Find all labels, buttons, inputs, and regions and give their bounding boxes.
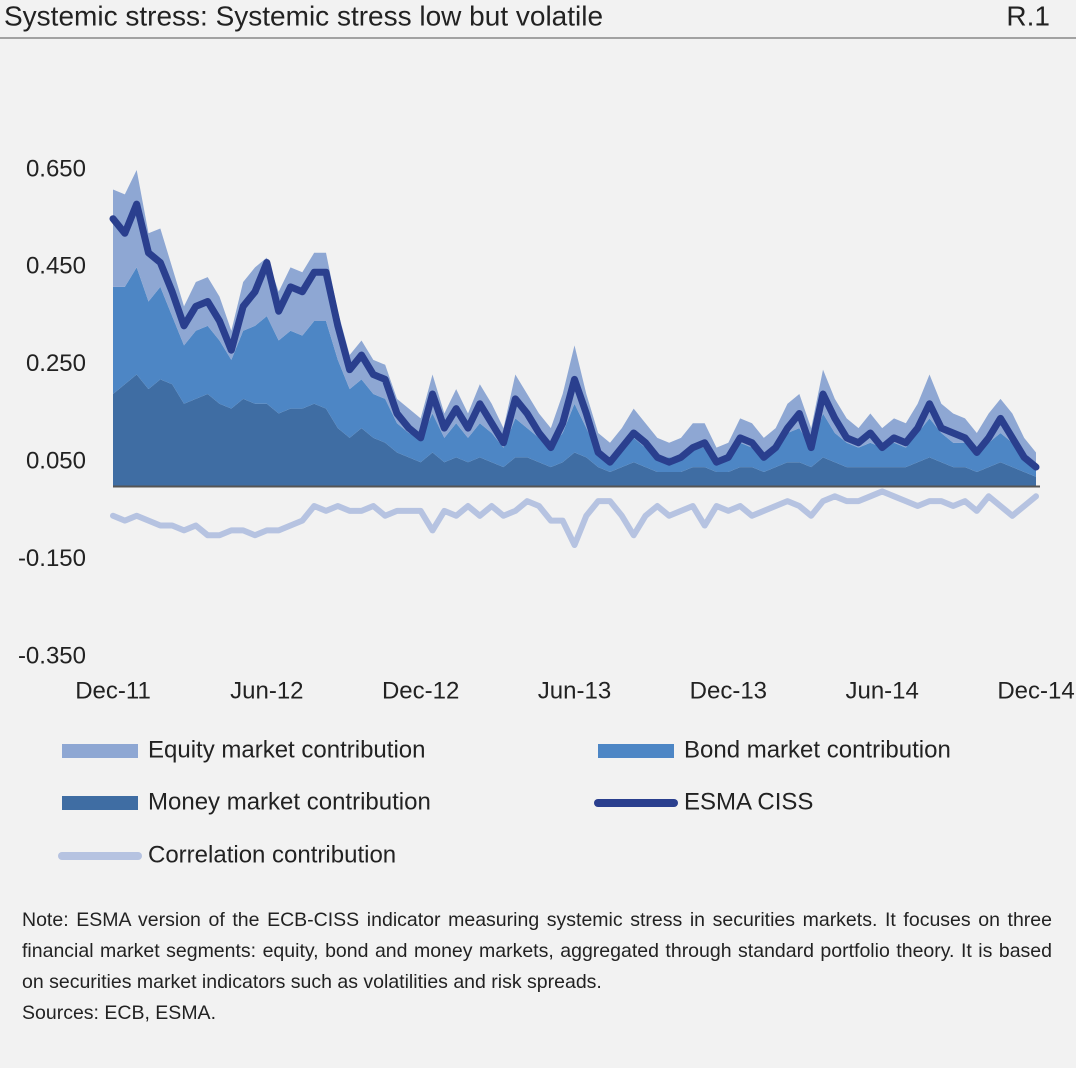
x-tick-label: Dec-13 — [690, 677, 767, 704]
chart-title: Systemic stress: Systemic stress low but… — [4, 0, 603, 31]
legend-label: Correlation contribution — [148, 841, 396, 868]
x-tick-label: Dec-11 — [75, 677, 151, 704]
sources: Sources: ECB, ESMA. — [22, 1002, 216, 1024]
x-tick-label: Jun-14 — [845, 677, 918, 704]
legend: Equity market contribution Bond market co… — [58, 736, 951, 868]
x-tick-label: Dec-12 — [382, 677, 459, 704]
chart-id: R.1 — [1006, 0, 1050, 31]
note: Note: ESMA version of the ECB-CISS indic… — [22, 909, 1052, 993]
plot-area: -0.350 -0.150 0.050 0.250 0.450 0.650 Dec-11 Ju… — [18, 155, 1075, 704]
x-tick-label: Jun-12 — [230, 677, 303, 704]
y-tick-label: 0.250 — [26, 350, 86, 377]
legend-label: Money market contribution — [148, 788, 431, 815]
x-tick-label: Jun-13 — [538, 677, 611, 704]
line — [110, 488, 1039, 548]
legend-label: Equity market contribution — [148, 736, 425, 763]
legend-label: Bond market contribution — [684, 736, 951, 763]
line — [109, 200, 1040, 471]
y-tick-label: 0.450 — [26, 253, 86, 280]
area — [113, 267, 1036, 477]
area — [113, 374, 1036, 487]
area — [113, 170, 1036, 468]
y-tick-label: 0.050 — [26, 448, 86, 475]
x-tick-label: Dec-14 — [997, 677, 1074, 704]
y-tick-label: 0.650 — [26, 155, 86, 182]
y-tick-label: -0.150 — [18, 545, 86, 572]
y-tick-label: -0.350 — [18, 642, 86, 669]
notes: Note: ESMA version of the ECB-CISS indic… — [22, 905, 1052, 1029]
chart: Systemic stress: Systemic stress low but… — [0, 0, 1076, 868]
legend-label: ESMA CISS — [684, 788, 813, 815]
